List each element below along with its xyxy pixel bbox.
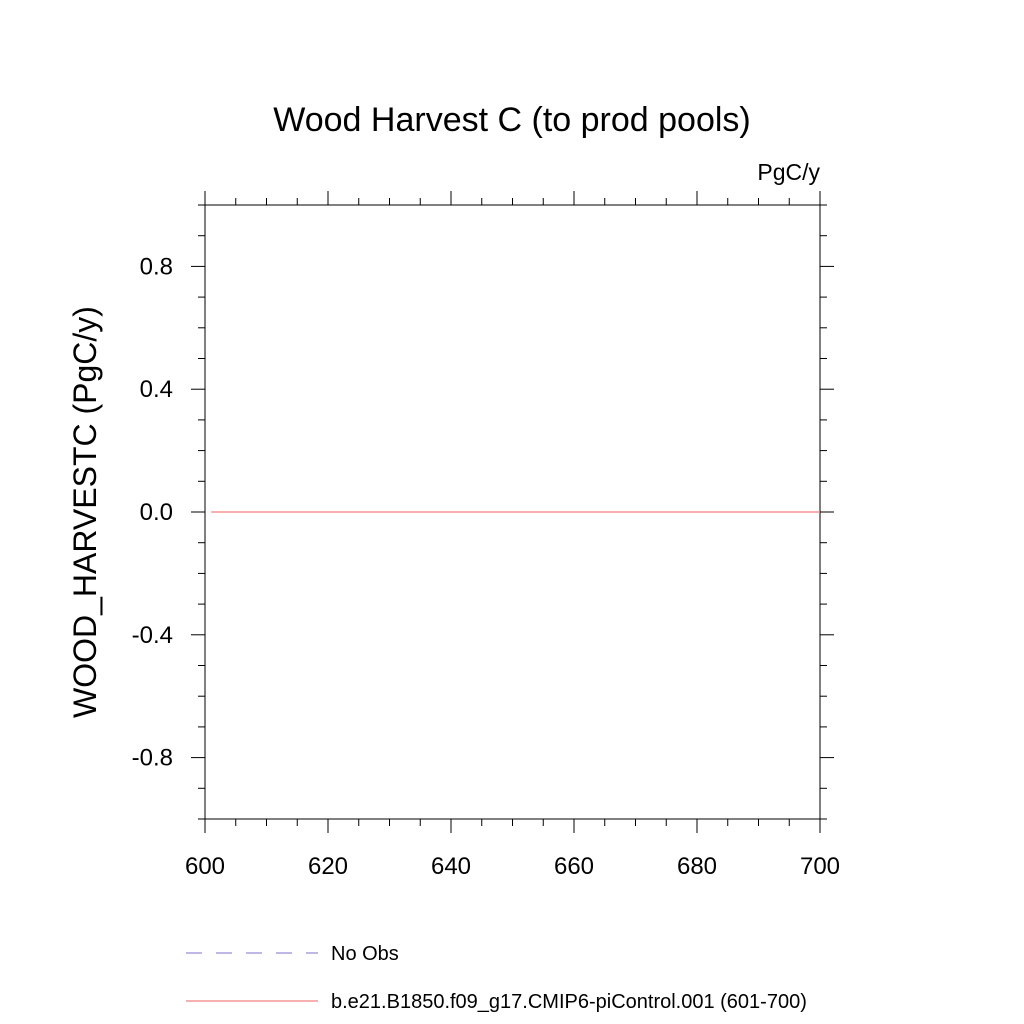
y-axis-label: WOOD_HARVESTC (PgC/y) bbox=[67, 306, 103, 718]
axis-ticks: 600 620 640 660 680 700 -0.8 -0.4 0.0 0.4 0.8 bbox=[132, 191, 840, 880]
units-label: PgC/y bbox=[757, 159, 820, 185]
y-tick-label: -0.4 bbox=[132, 622, 173, 649]
x-tick-label: 680 bbox=[677, 853, 717, 880]
legend-label: b.e21.B1850.f09_g17.CMIP6-piControl.001 … bbox=[331, 991, 807, 1013]
y-tick-label: 0.8 bbox=[140, 253, 173, 280]
legend-label: No Obs bbox=[331, 943, 399, 965]
x-tick-label: 660 bbox=[554, 853, 594, 880]
x-tick-label: 640 bbox=[431, 853, 471, 880]
x-tick-label: 600 bbox=[185, 853, 225, 880]
chart-title: Wood Harvest C (to prod pools) bbox=[273, 101, 750, 139]
y-tick-label: 0.4 bbox=[140, 376, 173, 403]
y-tick-label: 0.0 bbox=[140, 499, 173, 526]
x-tick-label: 620 bbox=[308, 853, 348, 880]
x-tick-label: 700 bbox=[800, 853, 840, 880]
y-tick-label: -0.8 bbox=[132, 745, 173, 772]
legend: No Obs b.e21.B1850.f09_g17.CMIP6-piContro… bbox=[186, 943, 807, 1013]
